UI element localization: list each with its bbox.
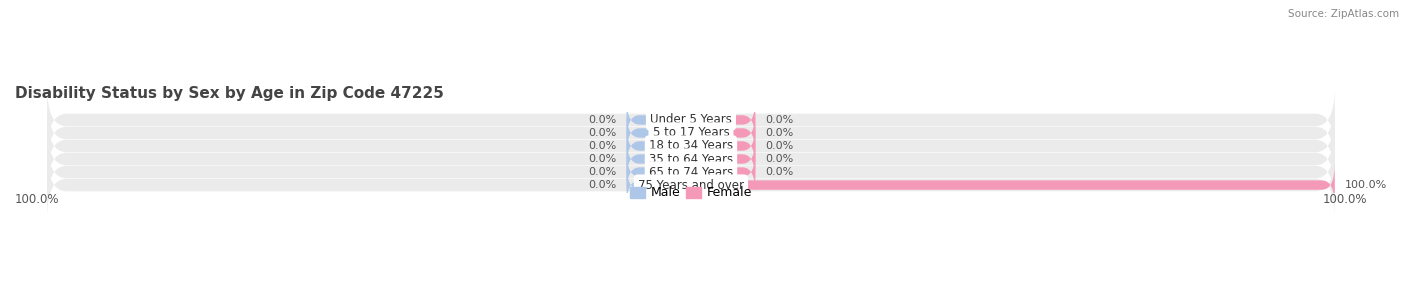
FancyBboxPatch shape: [48, 100, 1334, 166]
Text: 0.0%: 0.0%: [589, 180, 617, 190]
Text: 65 to 74 Years: 65 to 74 Years: [648, 166, 733, 178]
Text: Under 5 Years: Under 5 Years: [650, 113, 733, 127]
Text: 0.0%: 0.0%: [765, 141, 793, 151]
FancyBboxPatch shape: [48, 139, 1334, 205]
FancyBboxPatch shape: [627, 112, 690, 154]
Text: 0.0%: 0.0%: [765, 154, 793, 164]
Text: 0.0%: 0.0%: [589, 115, 617, 125]
Text: 0.0%: 0.0%: [765, 128, 793, 138]
Text: 0.0%: 0.0%: [765, 167, 793, 177]
FancyBboxPatch shape: [627, 138, 690, 180]
Text: Disability Status by Sex by Age in Zip Code 47225: Disability Status by Sex by Age in Zip C…: [15, 86, 444, 101]
FancyBboxPatch shape: [690, 125, 755, 167]
Text: 5 to 17 Years: 5 to 17 Years: [652, 127, 730, 139]
Text: 0.0%: 0.0%: [589, 128, 617, 138]
FancyBboxPatch shape: [627, 151, 690, 193]
Text: 35 to 64 Years: 35 to 64 Years: [650, 152, 733, 166]
Legend: Male, Female: Male, Female: [626, 181, 756, 204]
Text: 0.0%: 0.0%: [589, 154, 617, 164]
FancyBboxPatch shape: [690, 112, 755, 154]
FancyBboxPatch shape: [690, 151, 755, 193]
FancyBboxPatch shape: [48, 113, 1334, 179]
FancyBboxPatch shape: [48, 152, 1334, 218]
FancyBboxPatch shape: [627, 125, 690, 167]
FancyBboxPatch shape: [627, 99, 690, 141]
Text: 75 Years and over: 75 Years and over: [638, 178, 744, 192]
FancyBboxPatch shape: [627, 164, 690, 206]
Text: 0.0%: 0.0%: [765, 115, 793, 125]
Text: 100.0%: 100.0%: [1344, 180, 1386, 190]
FancyBboxPatch shape: [690, 138, 755, 180]
FancyBboxPatch shape: [48, 87, 1334, 153]
FancyBboxPatch shape: [690, 99, 755, 141]
Text: 100.0%: 100.0%: [15, 193, 59, 206]
Text: 0.0%: 0.0%: [589, 167, 617, 177]
Text: 0.0%: 0.0%: [589, 141, 617, 151]
FancyBboxPatch shape: [48, 126, 1334, 192]
Text: Source: ZipAtlas.com: Source: ZipAtlas.com: [1288, 9, 1399, 19]
FancyBboxPatch shape: [690, 164, 1334, 206]
Text: 100.0%: 100.0%: [1323, 193, 1367, 206]
Text: 18 to 34 Years: 18 to 34 Years: [650, 139, 733, 152]
